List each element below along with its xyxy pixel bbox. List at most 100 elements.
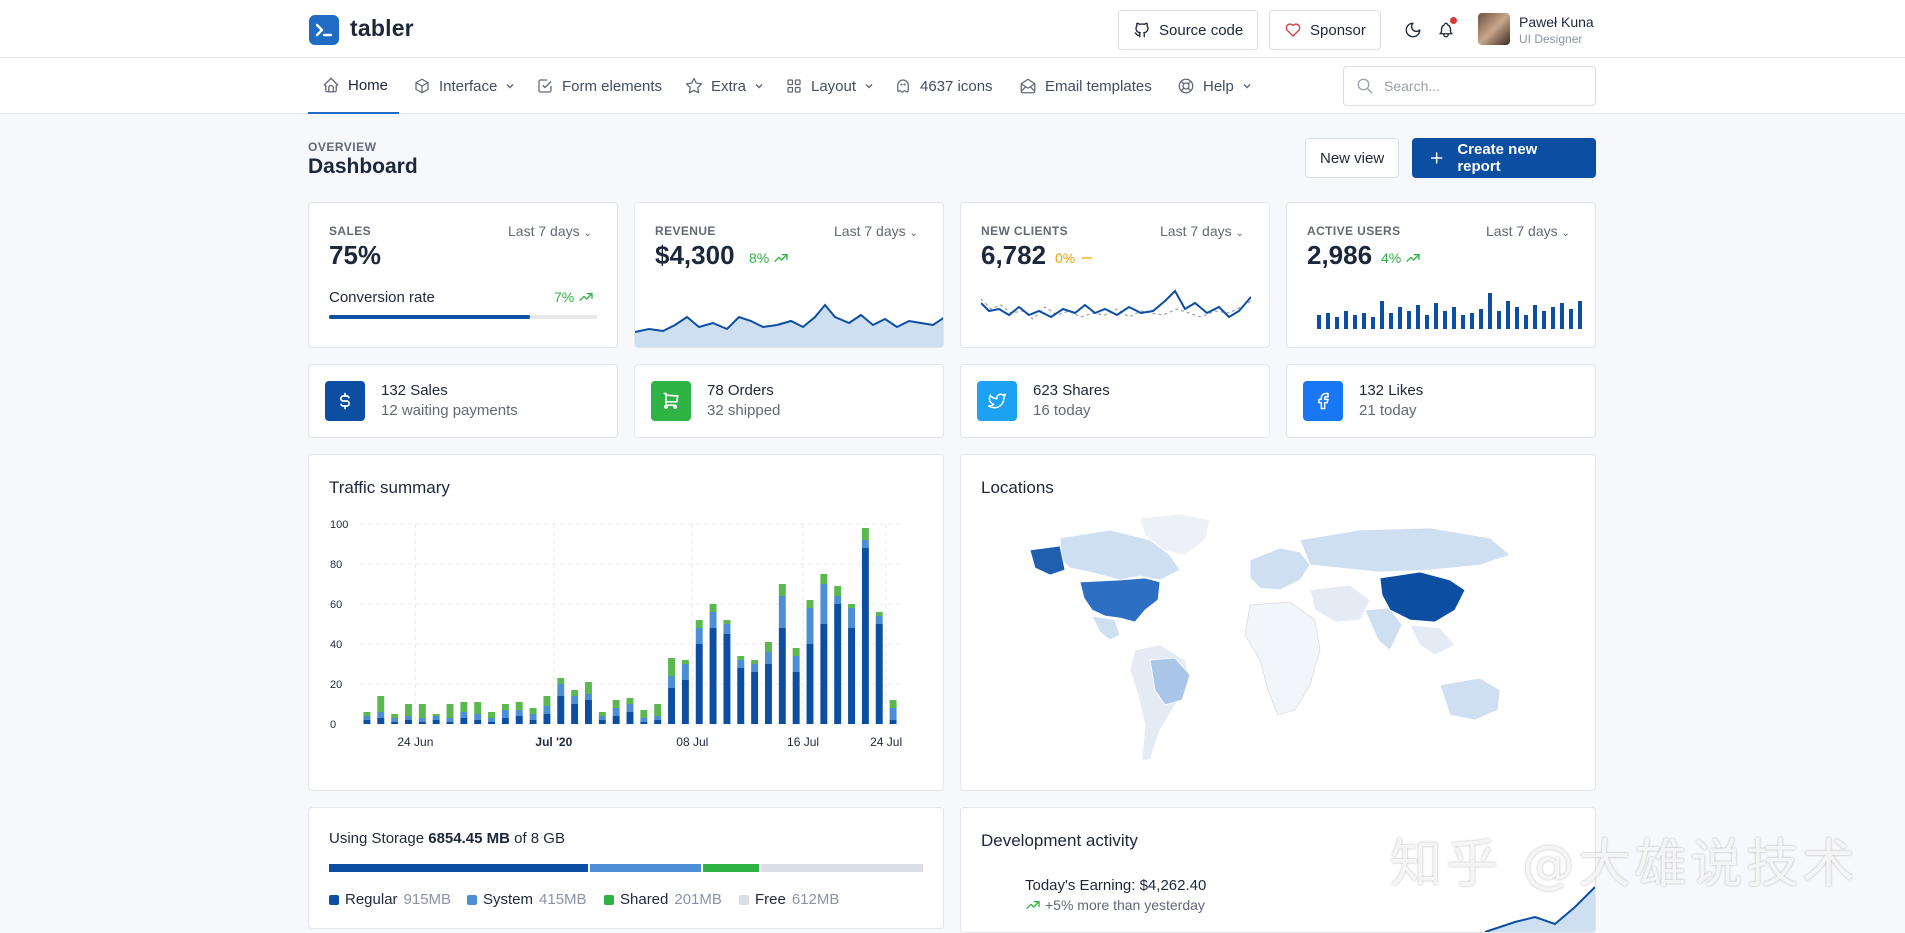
- sparkline-bar: [1560, 303, 1564, 329]
- traffic-bar-segment: [529, 714, 537, 720]
- nav-layout[interactable]: Layout: [785, 58, 874, 114]
- traffic-bar-segment: [668, 688, 675, 724]
- nav-home[interactable]: Home: [308, 58, 399, 114]
- traffic-bar-segment: [488, 712, 495, 718]
- earning-text: Today's Earning: $4,262.40: [1025, 877, 1207, 894]
- chevron-down-icon: ⌄: [1561, 228, 1570, 239]
- traffic-bar-segment: [474, 714, 482, 720]
- sales-period-dropdown[interactable]: Last 7 days ⌄: [508, 223, 592, 239]
- traffic-bar-segment: [557, 684, 565, 696]
- source-code-button[interactable]: Source code: [1118, 10, 1259, 50]
- moon-icon[interactable]: [1400, 17, 1426, 43]
- delta-value: 4%: [1381, 250, 1402, 266]
- traffic-bar-segment: [861, 548, 869, 724]
- sparkline-bar: [1479, 309, 1483, 329]
- usa-region: [1079, 577, 1161, 623]
- chevron-down-icon: [1242, 78, 1252, 95]
- traffic-bar-segment: [598, 716, 606, 720]
- nav-label: Email templates: [1045, 77, 1152, 95]
- traffic-bar-segment: [474, 720, 482, 724]
- nav-extra[interactable]: Extra: [685, 58, 764, 114]
- conversion-delta: 7%: [554, 289, 594, 305]
- nav-email-templates[interactable]: Email templates: [1019, 58, 1152, 114]
- traffic-bar-segment: [377, 712, 385, 718]
- traffic-bar-segment: [460, 718, 468, 724]
- clients-sparkline: [981, 289, 1251, 320]
- storage-prefix: Using Storage: [329, 830, 425, 847]
- lifebuoy-icon: [1177, 77, 1195, 95]
- stat-line-secondary: 12 waiting payments: [381, 402, 518, 419]
- user-name[interactable]: Paweł Kuna: [1519, 14, 1594, 30]
- conversion-progress: [329, 315, 597, 319]
- australia-region: [1439, 677, 1501, 721]
- traffic-bar-segment: [626, 712, 634, 724]
- sales-label: Sales: [329, 224, 372, 238]
- storage-segment: [761, 864, 923, 872]
- alaska-region: [1029, 545, 1066, 576]
- canada-region: [1059, 529, 1181, 581]
- traffic-bar-segment: [792, 656, 800, 672]
- nav-help[interactable]: Help: [1177, 58, 1252, 114]
- traffic-bar-segment: [792, 672, 800, 724]
- traffic-bar-segment: [391, 718, 399, 722]
- earning-delta-text: +5% more than yesterday: [1045, 897, 1205, 913]
- mexico-region: [1091, 615, 1121, 641]
- users-value: 2,986: [1307, 240, 1373, 270]
- traffic-bar-segment: [737, 660, 745, 668]
- create-report-button[interactable]: Create new report: [1412, 138, 1596, 178]
- clients-value: 6,782: [981, 240, 1047, 270]
- stat-line-primary: 623 Shares: [1033, 382, 1110, 399]
- traffic-bar-segment: [612, 708, 620, 716]
- stat-line-primary: 132 Sales: [381, 382, 448, 399]
- traffic-bar-segment: [529, 720, 537, 724]
- users-period-dropdown[interactable]: Last 7 days ⌄: [1486, 223, 1570, 239]
- bell-icon[interactable]: [1433, 17, 1459, 43]
- traffic-bar-segment: [751, 672, 759, 724]
- brand-name[interactable]: tabler: [350, 15, 414, 41]
- activity-card: [960, 807, 1596, 933]
- avatar[interactable]: [1478, 13, 1510, 45]
- new-view-button[interactable]: New view: [1305, 138, 1400, 178]
- logo-icon[interactable]: [309, 15, 339, 45]
- traffic-bar-segment: [834, 586, 842, 596]
- package-icon: [413, 77, 431, 95]
- search-input[interactable]: Search...: [1343, 66, 1596, 106]
- traffic-bar-segment: [598, 712, 606, 716]
- traffic-bar-segment: [515, 716, 523, 724]
- nav-interface[interactable]: Interface: [413, 58, 515, 114]
- traffic-bar-segment: [875, 624, 883, 724]
- nav-icons[interactable]: 4637 icons: [894, 58, 993, 114]
- traffic-bar-segment: [571, 704, 579, 724]
- sparkline-bar: [1326, 313, 1330, 329]
- x-tick-label: Jul '20: [535, 735, 572, 749]
- sparkline-bar: [1506, 301, 1510, 329]
- nav-label: 4637 icons: [920, 77, 993, 95]
- clients-period-dropdown[interactable]: Last 7 days ⌄: [1160, 223, 1244, 239]
- revenue-sparkline: [635, 303, 943, 347]
- source-code-label: Source code: [1159, 21, 1244, 39]
- traffic-bar-segment: [432, 716, 440, 720]
- traffic-bar-segment: [474, 702, 482, 714]
- traffic-bar-segment: [571, 696, 579, 704]
- page-pretitle: Overview: [308, 140, 377, 154]
- y-tick-label: 20: [330, 679, 342, 691]
- users-delta: 4%: [1381, 250, 1421, 266]
- conversion-progress-fill: [329, 315, 530, 319]
- sponsor-button[interactable]: Sponsor: [1269, 10, 1381, 50]
- traffic-bar-segment: [723, 620, 731, 624]
- notification-dot: [1450, 17, 1457, 24]
- nav-form-elements[interactable]: Form elements: [536, 58, 662, 114]
- legend-shared: Shared 201MB: [604, 891, 722, 908]
- traffic-bar-segment: [405, 704, 412, 716]
- traffic-bar-segment: [460, 702, 468, 712]
- traffic-bar-segment: [806, 608, 814, 644]
- traffic-bar-segment: [820, 584, 828, 624]
- revenue-period-dropdown[interactable]: Last 7 days ⌄: [834, 223, 918, 239]
- traffic-bar-segment: [861, 528, 869, 540]
- traffic-bar-segment: [405, 720, 412, 724]
- traffic-bar-segment: [557, 678, 565, 684]
- traffic-bar-segment: [695, 644, 703, 724]
- traffic-bar-segment: [626, 704, 634, 712]
- search-icon: [1357, 78, 1373, 94]
- traffic-bar-segment: [751, 660, 759, 664]
